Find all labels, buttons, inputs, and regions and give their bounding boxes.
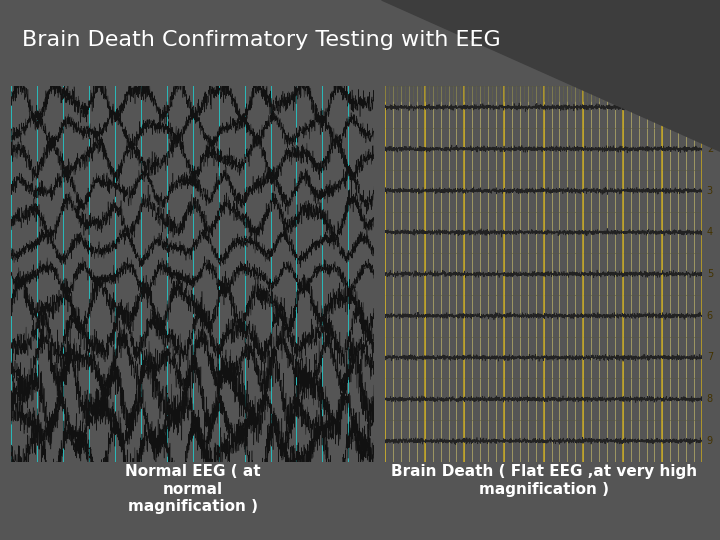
Text: 2: 2 xyxy=(707,144,713,154)
Text: 3: 3 xyxy=(707,186,713,195)
Text: 5: 5 xyxy=(707,269,713,279)
Text: 4: 4 xyxy=(707,227,713,238)
Text: 7: 7 xyxy=(707,353,713,362)
Text: 9: 9 xyxy=(707,436,713,446)
Text: Brain Death Confirmatory Testing with EEG: Brain Death Confirmatory Testing with EE… xyxy=(22,30,500,50)
Text: 6: 6 xyxy=(707,310,713,321)
Text: Normal EEG ( at
normal
magnification ): Normal EEG ( at normal magnification ) xyxy=(125,464,261,514)
Text: 1: 1 xyxy=(707,102,713,112)
Text: Brain Death ( Flat EEG ,at very high
magnification ): Brain Death ( Flat EEG ,at very high mag… xyxy=(390,464,697,497)
Text: 8: 8 xyxy=(707,394,713,404)
